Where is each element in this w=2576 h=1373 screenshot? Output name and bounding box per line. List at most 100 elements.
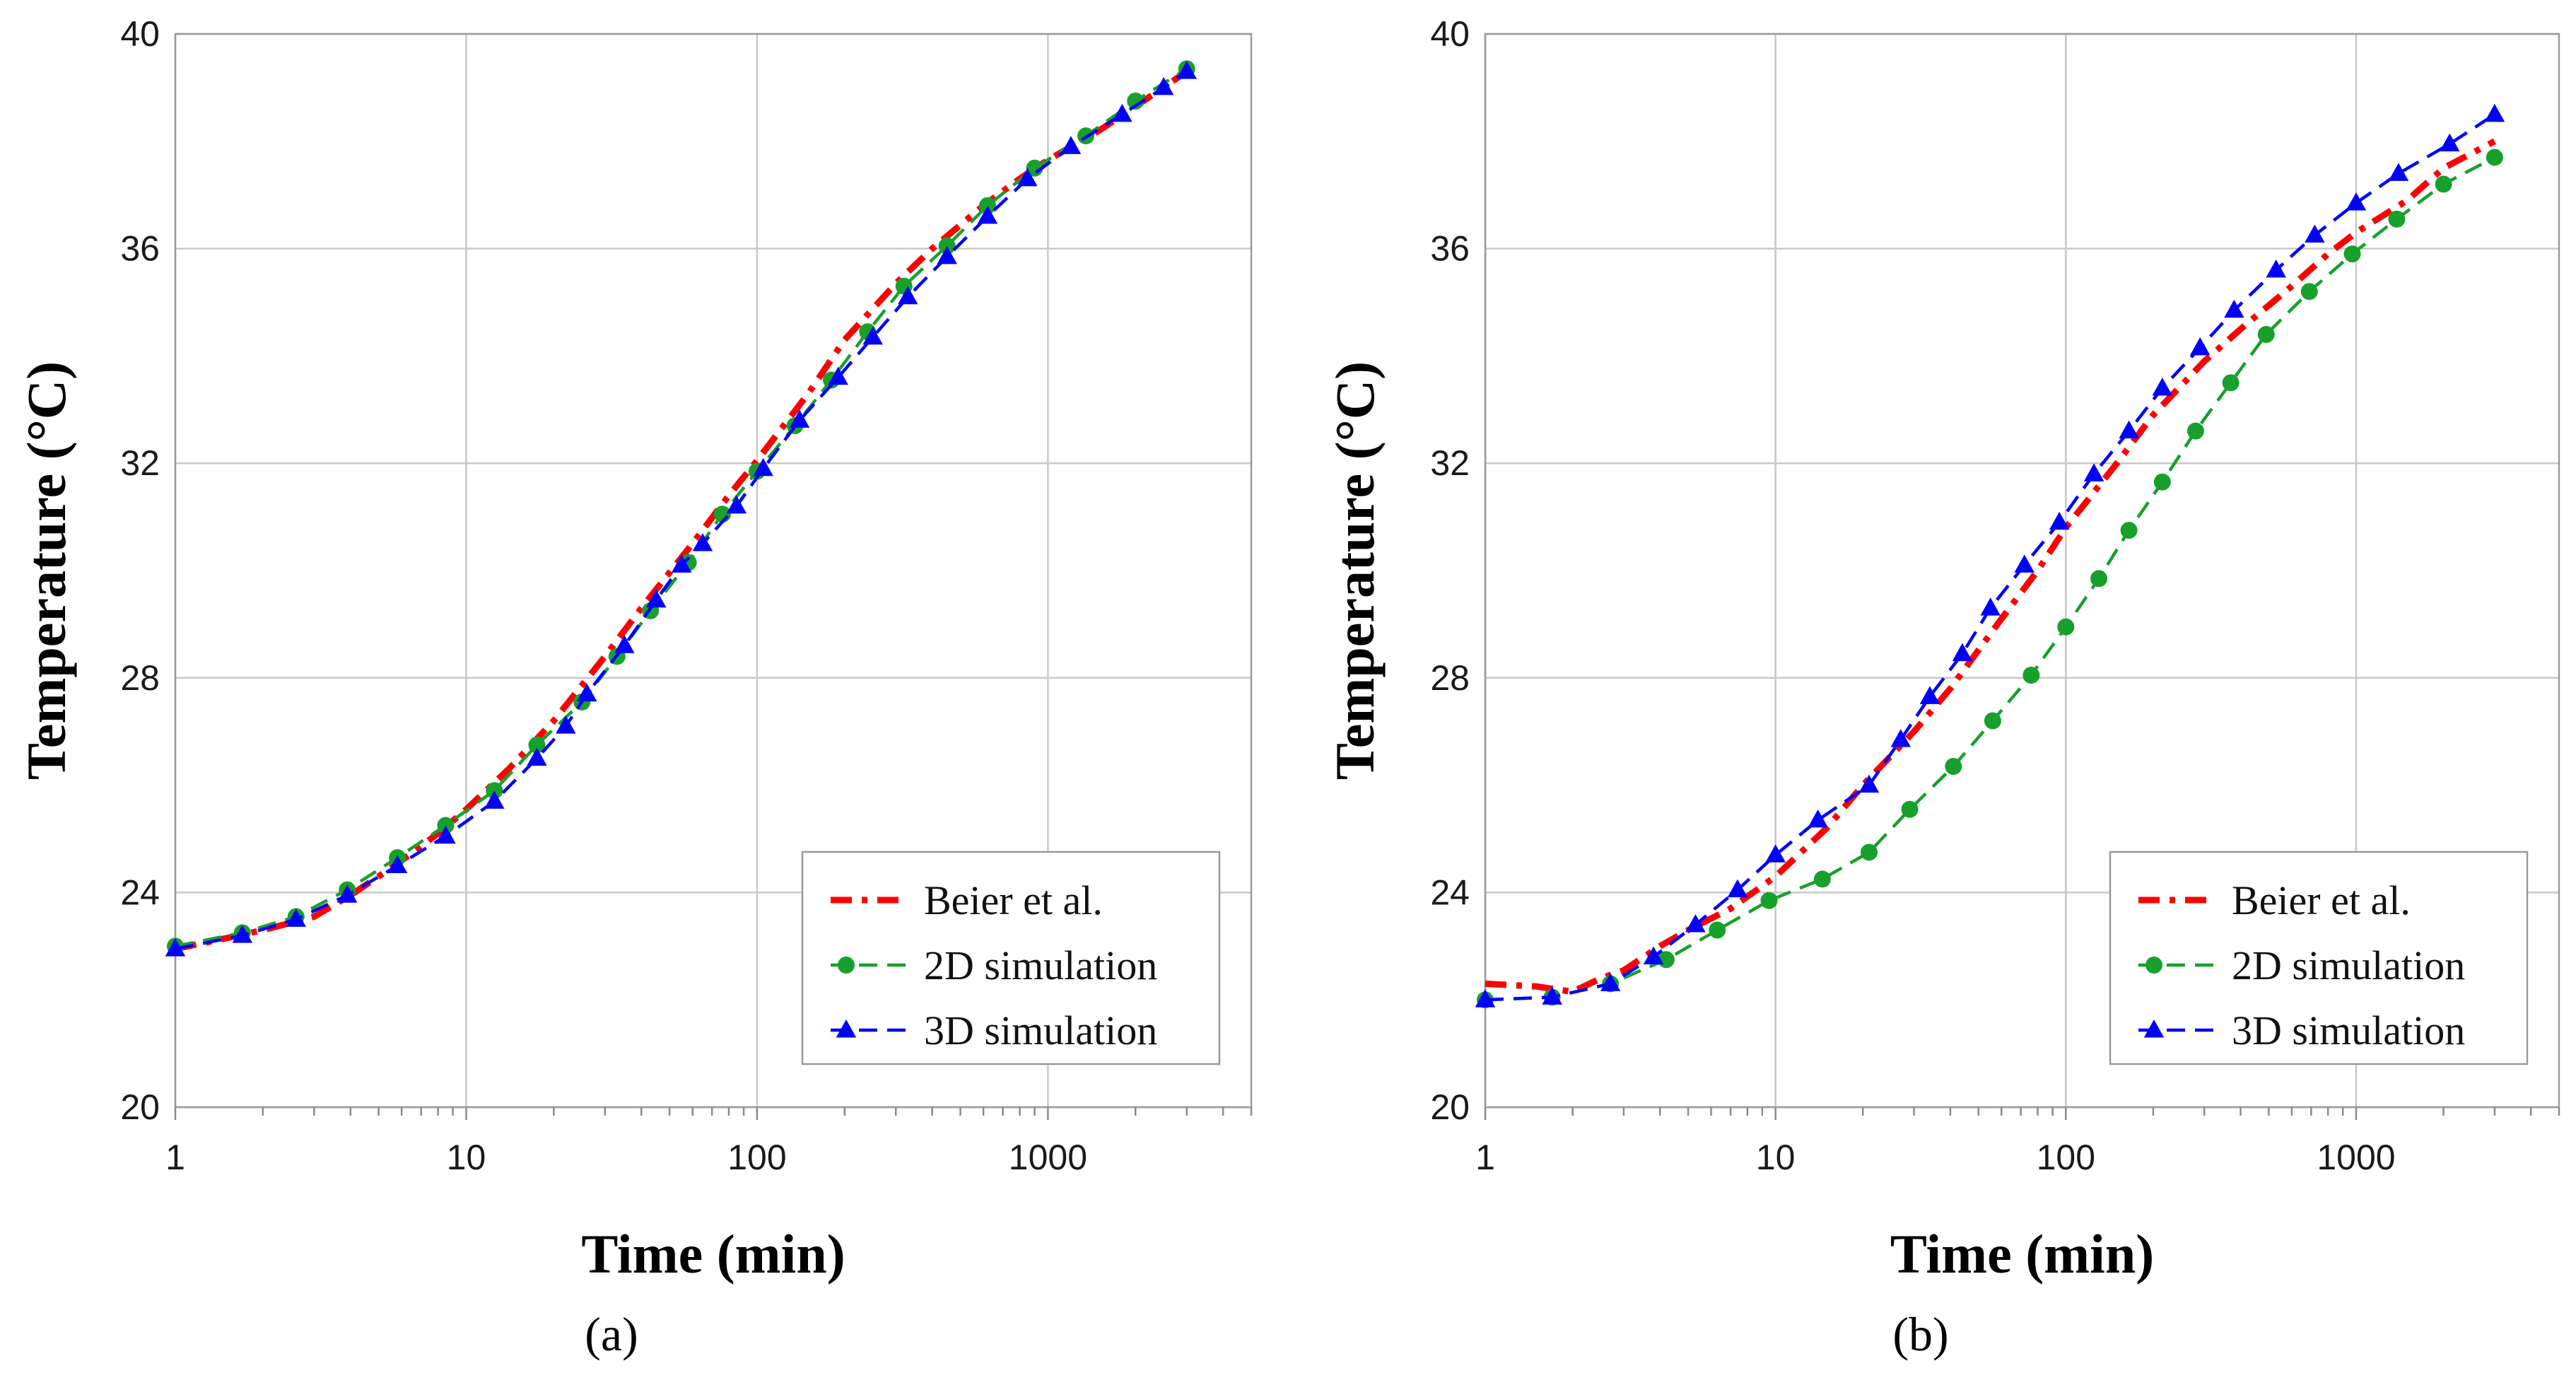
- data-point: [435, 825, 456, 844]
- data-point: [2305, 224, 2325, 243]
- legend-marker: [2145, 957, 2162, 974]
- data-point: [1808, 809, 1828, 828]
- x-axis-title: Time (min): [581, 1223, 845, 1285]
- data-point: [1685, 913, 1706, 933]
- legend-entry: 2D simulation: [2138, 942, 2465, 988]
- data-point: [1060, 136, 1082, 154]
- data-point: [671, 554, 692, 573]
- data-point: [1945, 758, 1962, 776]
- x-minor-ticks: [174, 1107, 1253, 1120]
- legend: Beier et al. 2D simulation 3D simulation: [2109, 851, 2529, 1065]
- series-beier-et-al-: [175, 69, 1189, 952]
- data-point: [938, 237, 956, 255]
- series-3d-simulation: [1475, 103, 2505, 1007]
- data-point: [937, 245, 957, 264]
- data-point: [486, 782, 503, 800]
- x-tick-label: 100: [2037, 1138, 2095, 1177]
- data-point: [1709, 921, 1726, 939]
- data-point: [1858, 774, 1880, 793]
- data-point: [576, 683, 597, 702]
- legend-label: Beier et al.: [924, 877, 1103, 923]
- data-point: [1643, 946, 1664, 964]
- data-point: [977, 206, 998, 224]
- data-point: [2090, 570, 2108, 588]
- data-point: [1901, 800, 1919, 818]
- legend-entry: Beier et al.: [2138, 877, 2411, 923]
- data-point: [2022, 667, 2040, 684]
- y-tick-label: 40: [1430, 14, 1470, 54]
- data-point: [2435, 175, 2452, 193]
- data-point: [2266, 259, 2286, 278]
- data-point: [645, 589, 667, 608]
- data-point: [1980, 597, 2001, 616]
- y-tick-label: 20: [1430, 1087, 1470, 1127]
- data-point: [2257, 326, 2275, 344]
- data-point: [2346, 192, 2367, 211]
- data-point: [2486, 148, 2503, 166]
- series-line: [175, 67, 1188, 948]
- data-point: [2186, 422, 2204, 440]
- plot-frame: [1484, 33, 2560, 1109]
- legend-entry: 3D simulation: [2138, 1007, 2465, 1053]
- data-point: [2049, 511, 2070, 530]
- data-point: [753, 457, 773, 477]
- series-line: [1485, 156, 2495, 1002]
- data-point: [2057, 618, 2075, 636]
- data-point: [1542, 986, 1562, 1005]
- data-point: [2153, 473, 2171, 491]
- data-point: [2484, 103, 2505, 122]
- legend-marker: [838, 957, 855, 974]
- data-point: [2440, 133, 2460, 152]
- data-point: [726, 495, 747, 514]
- data-point: [2189, 337, 2211, 356]
- data-point: [232, 925, 253, 943]
- y-tick-label: 36: [120, 229, 160, 269]
- legend-entry: 2D simulation: [831, 942, 1157, 988]
- panel-a: 20 24 28 32 36 40 1 10 100 1000 Time (min) Temperat…: [16, 14, 1253, 1361]
- x-tick-label: 1000: [2317, 1138, 2395, 1177]
- data-point: [336, 884, 358, 903]
- series-line: [1485, 138, 2496, 995]
- data-point: [2343, 245, 2361, 263]
- data-point: [2388, 163, 2409, 181]
- data-point: [1475, 989, 1496, 1007]
- data-point: [437, 817, 455, 834]
- data-point: [2119, 420, 2139, 439]
- data-point: [1765, 844, 1786, 863]
- data-point: [1890, 729, 1911, 747]
- legend-entry: 3D simulation: [831, 1007, 1157, 1053]
- panel-b: 20 24 28 32 36 40 1 10 100 1000 Time (min) Temperat…: [1324, 14, 2560, 1361]
- data-point: [2222, 374, 2240, 392]
- panel-label: (a): [585, 1307, 638, 1361]
- y-tick-label: 28: [120, 658, 160, 698]
- data-point: [1760, 892, 1778, 909]
- y-tick-label: 24: [120, 872, 160, 912]
- x-tick-label: 1: [165, 1138, 185, 1177]
- data-point: [614, 635, 635, 653]
- series-line: [1485, 112, 2496, 1002]
- legend-label: 3D simulation: [924, 1007, 1157, 1053]
- data-point: [387, 855, 408, 873]
- panel-label: (b): [1892, 1307, 1948, 1361]
- legend-entry: Beier et al.: [831, 877, 1103, 923]
- x-tick-label: 10: [447, 1138, 486, 1177]
- data-point: [484, 790, 505, 809]
- legend-label: 2D simulation: [924, 942, 1157, 988]
- data-point: [286, 908, 306, 927]
- data-point: [898, 286, 918, 305]
- data-point: [1017, 168, 1038, 187]
- x-minor-ticks: [1484, 1107, 2560, 1120]
- legend-marker: [2143, 1019, 2165, 1038]
- y-axis-title: Temperature (°C): [16, 361, 77, 780]
- data-point: [1127, 92, 1144, 110]
- data-point: [1112, 103, 1132, 122]
- data-point: [1919, 686, 1940, 704]
- legend-label: Beier et al.: [2232, 877, 2411, 923]
- data-point: [1952, 643, 1973, 662]
- x-axis-title: Time (min): [1890, 1223, 2154, 1285]
- data-point: [2083, 463, 2104, 481]
- data-point: [1153, 76, 1174, 95]
- series-beier-et-al-: [1485, 138, 2496, 995]
- data-point: [789, 409, 810, 428]
